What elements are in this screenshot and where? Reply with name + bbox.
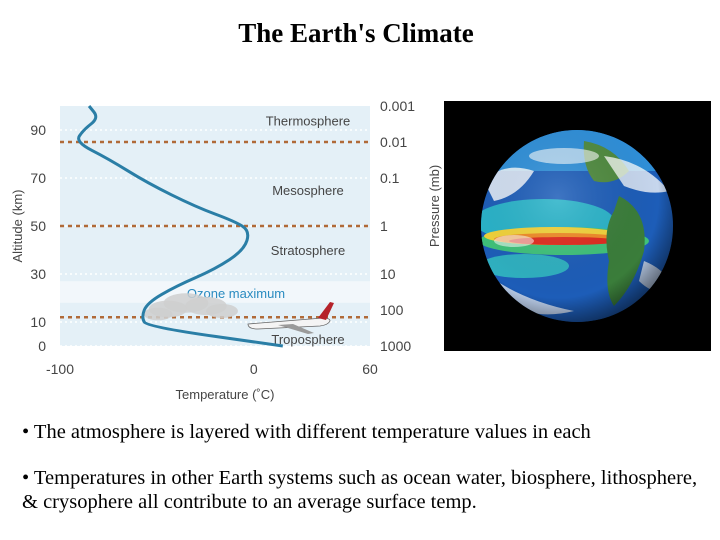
airplane-body — [247, 317, 331, 330]
bullet-list: • The atmosphere is layered with differe… — [22, 420, 712, 536]
layer-label: Thermosphere — [266, 113, 351, 128]
y2-axis-label: Pressure (mb) — [427, 165, 442, 247]
y-tick-label: 70 — [30, 170, 46, 186]
x-tick-label: -100 — [46, 361, 74, 377]
cloud-puff — [206, 304, 238, 318]
pressure-tick-label: 10 — [380, 266, 396, 282]
earth-globe-icon — [481, 130, 673, 322]
y-tick-label: 0 — [38, 338, 46, 354]
atmosphere-temperature-chart: 0 10 30 50 70 90 -100 0 60 0.001 0.01 0.1 1 10 100 1000… — [8, 96, 448, 406]
cloud-icon — [143, 293, 238, 321]
y-tick-label: 90 — [30, 122, 46, 138]
temperature-curve — [77, 105, 284, 348]
pressure-tick-label: 0.001 — [380, 98, 415, 114]
pressure-tick-label: 1 — [380, 218, 388, 234]
pressure-tick-label: 1000 — [380, 338, 411, 354]
x-tick-label: 60 — [362, 361, 378, 377]
layer-label: Stratosphere — [271, 243, 345, 258]
x-axis-label: Temperature (˚C) — [176, 387, 275, 402]
airplane-wing — [278, 324, 314, 334]
earth-globe-image — [444, 101, 711, 351]
bullet-item: • The atmosphere is layered with differe… — [22, 421, 591, 443]
pressure-tick-label: 0.1 — [380, 170, 400, 186]
pressure-tick-label: 0.01 — [380, 134, 407, 150]
ozone-band — [60, 281, 370, 303]
cloud-puff — [143, 307, 173, 321]
airplane-tail — [318, 302, 334, 320]
pressure-tick-label: 100 — [380, 302, 404, 318]
layer-label: Troposphere — [271, 332, 344, 347]
y-tick-label: 50 — [30, 218, 46, 234]
y-axis-label: Altitude (km) — [10, 190, 25, 263]
y-tick-label: 10 — [30, 314, 46, 330]
layer-label: Mesosphere — [272, 183, 344, 198]
slide-title: The Earth's Climate — [238, 18, 474, 48]
bullet-item: • Temperatures in other Earth systems su… — [22, 467, 698, 513]
airplane-icon — [247, 302, 334, 334]
y-tick-label: 30 — [30, 266, 46, 282]
x-tick-label: 0 — [250, 361, 258, 377]
